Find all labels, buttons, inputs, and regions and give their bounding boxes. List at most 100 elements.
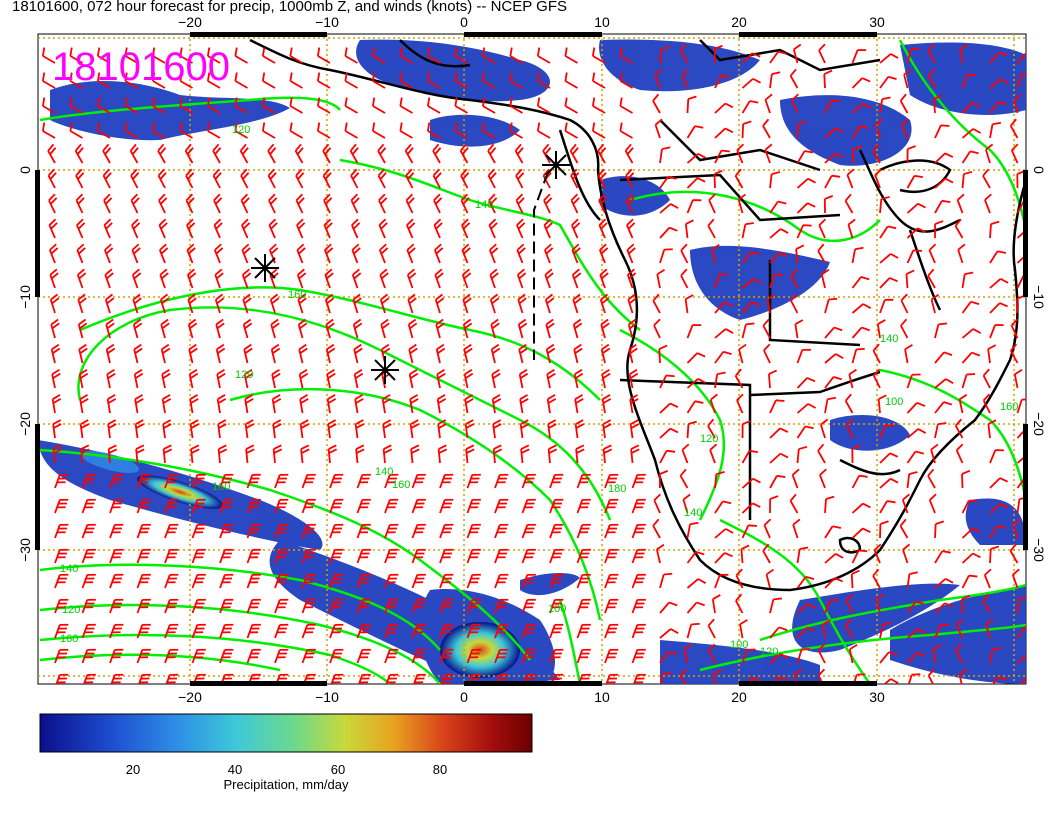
wind-barb bbox=[246, 548, 261, 564]
wind-barb bbox=[989, 78, 1009, 89]
wind-barb bbox=[766, 294, 776, 314]
wind-barb bbox=[492, 444, 503, 464]
wind-barb bbox=[903, 68, 912, 89]
frame-ticks bbox=[35, 32, 1028, 686]
wind-barb bbox=[124, 122, 138, 139]
wind-barb bbox=[796, 603, 817, 614]
wind-barb bbox=[796, 403, 817, 414]
wind-barb bbox=[851, 502, 871, 514]
wind-barb bbox=[934, 550, 951, 564]
wind-barb bbox=[439, 548, 454, 564]
wind-barb bbox=[932, 644, 942, 664]
wind-barb bbox=[934, 577, 954, 589]
wind-barb bbox=[765, 568, 775, 589]
wind-barb bbox=[219, 573, 234, 589]
wind-barb bbox=[384, 673, 399, 684]
wind-barb bbox=[630, 444, 640, 464]
wind-barb bbox=[824, 297, 838, 314]
wind-barb bbox=[985, 618, 994, 639]
wind-barb bbox=[488, 218, 498, 239]
wind-barb bbox=[961, 170, 973, 189]
wind-barb bbox=[602, 419, 612, 439]
contour-label: 160 bbox=[392, 479, 410, 491]
wind-barb bbox=[136, 598, 151, 614]
wind-barb bbox=[439, 573, 454, 589]
wind-barb bbox=[604, 548, 619, 564]
wind-barb bbox=[325, 343, 336, 364]
wind-barb bbox=[741, 222, 754, 239]
wind-barb bbox=[573, 368, 584, 389]
wind-barb bbox=[1016, 596, 1026, 614]
wind-barb bbox=[379, 293, 390, 314]
wind-barb bbox=[549, 573, 564, 589]
wind-barb bbox=[658, 470, 669, 489]
wind-barb bbox=[78, 343, 88, 364]
wind-barb bbox=[659, 46, 671, 64]
wind-barb bbox=[51, 394, 62, 414]
wind-barb bbox=[851, 49, 867, 64]
lat-labels-right: 0 −10 −20 −30 bbox=[1031, 166, 1047, 562]
wind-barb bbox=[735, 568, 744, 589]
wind-barb bbox=[426, 122, 441, 139]
wind-barb bbox=[930, 293, 940, 314]
wind-barb bbox=[796, 546, 809, 564]
wind-barb bbox=[604, 498, 619, 514]
wind-barb bbox=[494, 523, 509, 539]
wind-barb bbox=[405, 193, 415, 214]
wind-barb bbox=[847, 218, 856, 239]
wind-barb bbox=[796, 445, 808, 464]
wind-barb bbox=[714, 470, 725, 489]
wind-barb bbox=[219, 648, 234, 664]
wind-barbs bbox=[41, 43, 1026, 684]
wind-barb bbox=[517, 293, 527, 314]
wind-barb bbox=[434, 243, 444, 264]
wind-barb bbox=[191, 573, 206, 589]
wind-barb bbox=[188, 368, 199, 389]
wind-barb bbox=[536, 72, 551, 89]
wind-barb bbox=[515, 193, 525, 214]
wind-barb bbox=[434, 268, 444, 289]
wind-barb bbox=[136, 573, 151, 589]
wind-barb bbox=[47, 143, 57, 164]
wind-barb bbox=[379, 243, 389, 264]
wind-barb bbox=[353, 368, 364, 389]
wind-barb bbox=[769, 597, 782, 614]
wind-barb bbox=[934, 602, 954, 614]
wind-barb bbox=[246, 573, 261, 589]
wind-barb bbox=[69, 72, 83, 89]
wind-barb bbox=[877, 394, 887, 414]
wind-barb bbox=[356, 548, 371, 564]
wind-barb bbox=[356, 573, 371, 589]
wind-barb bbox=[186, 243, 196, 264]
wind-barb bbox=[160, 343, 171, 364]
wind-barb bbox=[81, 673, 96, 684]
wind-barb bbox=[219, 623, 234, 639]
wind-barb bbox=[356, 498, 371, 514]
wind-barb bbox=[546, 368, 556, 389]
wind-barb bbox=[289, 122, 303, 139]
wind-barb bbox=[659, 374, 675, 389]
wind-barb bbox=[629, 419, 640, 439]
wind-barb bbox=[407, 318, 418, 339]
wind-barb bbox=[518, 343, 528, 364]
wind-barb bbox=[411, 673, 426, 684]
wind-barb bbox=[158, 193, 168, 214]
wind-barb bbox=[164, 573, 179, 589]
wind-barb bbox=[299, 394, 309, 414]
wind-barb bbox=[164, 623, 179, 639]
lon-label: 20 bbox=[731, 689, 747, 705]
wind-barb bbox=[191, 623, 206, 639]
wind-barb bbox=[316, 122, 331, 139]
wind-barb bbox=[796, 377, 816, 389]
wind-barb bbox=[134, 419, 145, 439]
wind-barb bbox=[109, 573, 124, 589]
wind-barb bbox=[489, 293, 500, 314]
wind-barb bbox=[217, 444, 228, 464]
wind-barb bbox=[961, 150, 979, 164]
wind-barb bbox=[930, 443, 939, 464]
wind-barb bbox=[591, 47, 606, 64]
wind-barb bbox=[631, 673, 646, 684]
wind-barb bbox=[239, 143, 249, 164]
wind-barb bbox=[741, 301, 760, 314]
